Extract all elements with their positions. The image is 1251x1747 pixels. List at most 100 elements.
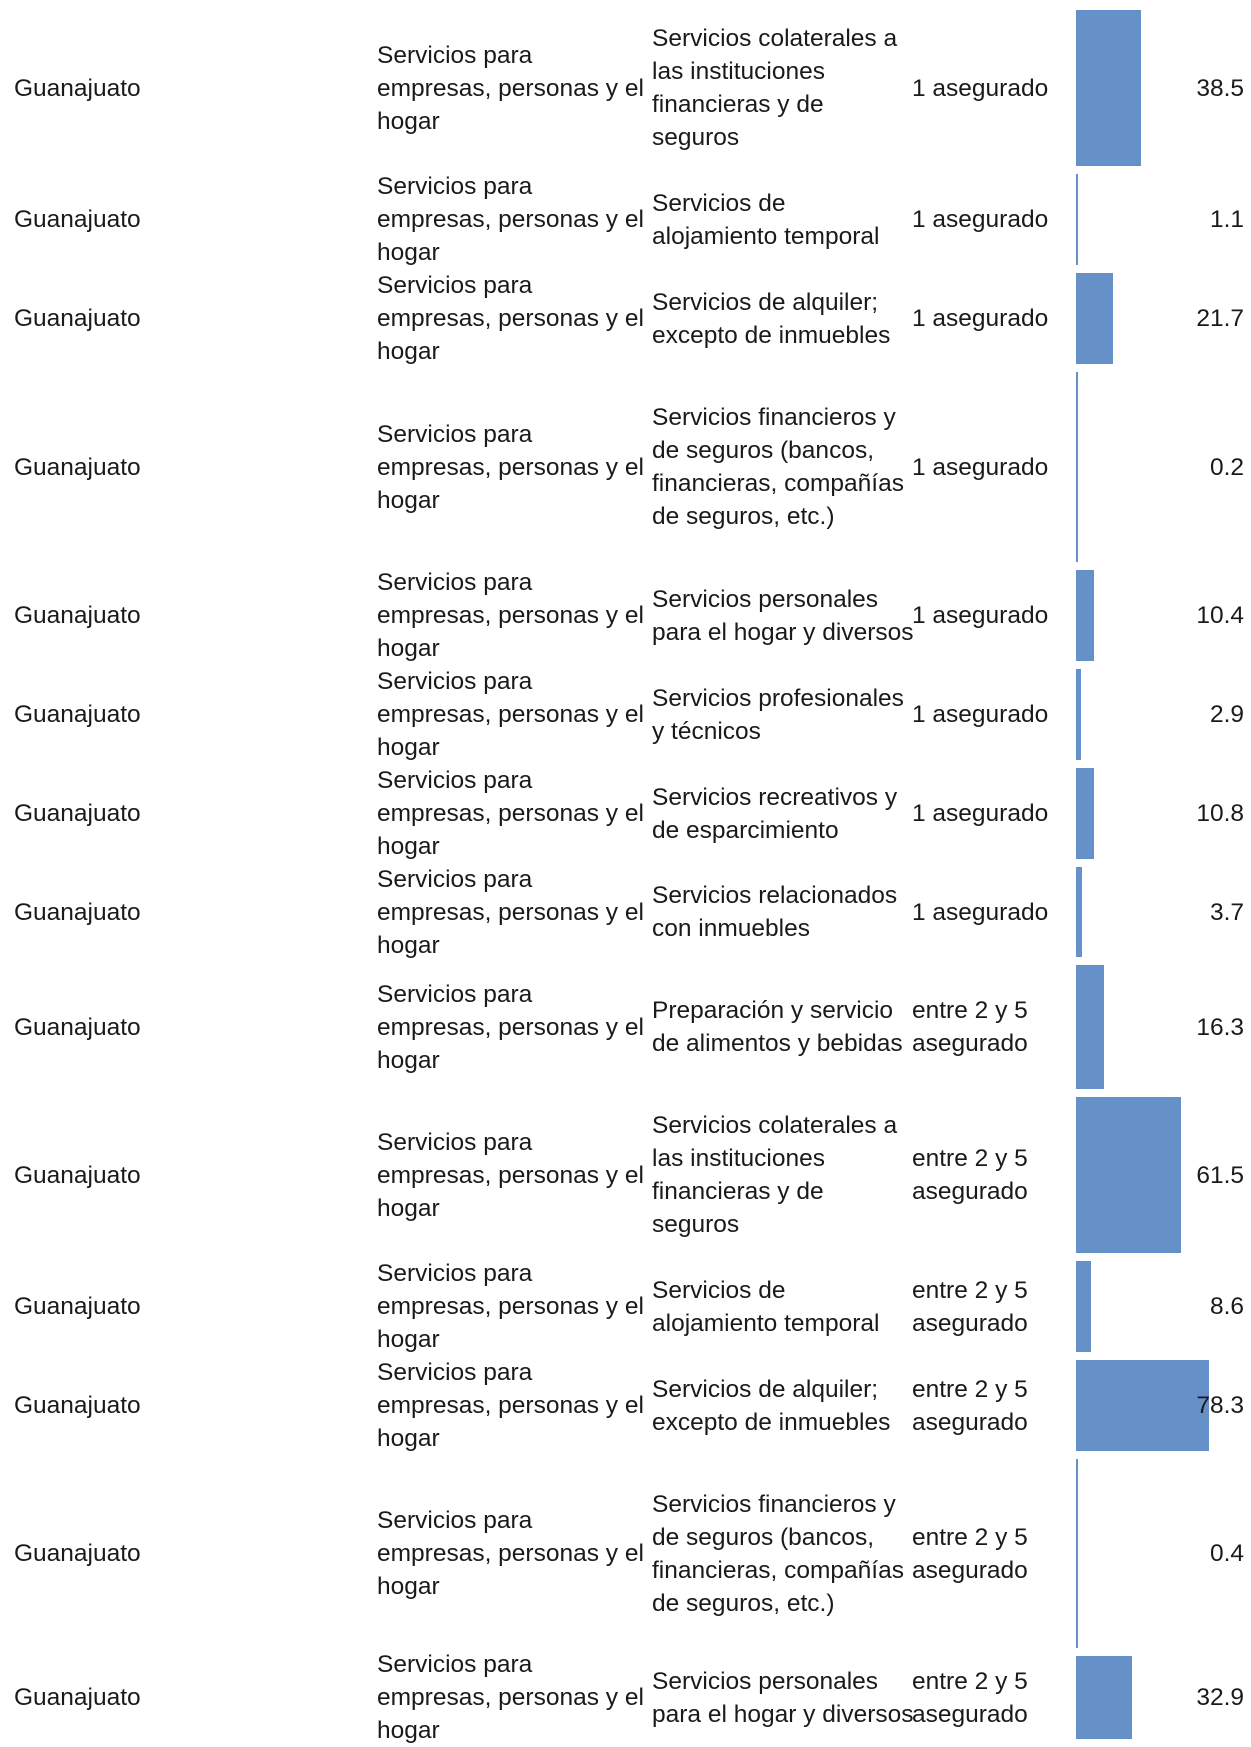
- subsector-cell: Preparación y servicio de alimentos y be…: [652, 997, 903, 1057]
- sector-cell: Servicios para empresas, personas y el h…: [377, 41, 644, 135]
- sector-cell: Servicios para empresas, personas y el h…: [377, 1128, 644, 1222]
- sector-cell: Servicios para empresas, personas y el h…: [377, 1651, 644, 1744]
- state-cell: Guanajuato: [14, 1684, 141, 1711]
- subsector-cell: Servicios financieros y de seguros (banc…: [652, 404, 904, 530]
- state-cell: Guanajuato: [14, 1293, 141, 1320]
- size-cell: 1 asegurado: [912, 701, 1049, 728]
- size-cell: entre 2 y 5 asegurado: [912, 1667, 1028, 1728]
- table-row: Guanajuato Servicios para empresas, perso…: [0, 764, 1251, 863]
- value-cell: 0.4: [1150, 1455, 1244, 1652]
- subsector-cell: Servicios relacionados con inmuebles: [652, 882, 898, 942]
- size-cell: 1 asegurado: [912, 74, 1049, 102]
- sector-cell: Servicios para empresas, personas y el h…: [377, 420, 644, 514]
- subsector-cell: Servicios de alquiler; excepto de inmueb…: [652, 1375, 891, 1436]
- sector-cell: Servicios para empresas, personas y el h…: [377, 569, 644, 662]
- sector-cell: Servicios para empresas, personas y el h…: [377, 767, 644, 860]
- size-cell: entre 2 y 5 asegurado: [912, 1375, 1028, 1436]
- table-row: Guanajuato Servicios para empresas, perso…: [0, 1093, 1251, 1257]
- state-cell: Guanajuato: [14, 1540, 141, 1567]
- subsector-cell: Servicios profesionales y técnicos: [652, 684, 904, 745]
- table-row: Guanajuato Servicios para empresas, perso…: [0, 1356, 1251, 1455]
- subsector-cell: Servicios colaterales a las institucione…: [652, 1112, 898, 1238]
- size-cell: 1 asegurado: [912, 453, 1049, 481]
- value-cell: 2.9: [1150, 665, 1244, 764]
- state-cell: Guanajuato: [14, 1013, 141, 1041]
- size-cell: entre 2 y 5 asegurado: [912, 997, 1028, 1057]
- value-bar: [1076, 1360, 1210, 1451]
- value-bar: [1076, 372, 1078, 562]
- size-cell: 1 asegurado: [912, 206, 1049, 233]
- sector-cell: Servicios para empresas, personas y el h…: [377, 272, 644, 365]
- table-row: Guanajuato Servicios para empresas, perso…: [0, 961, 1251, 1093]
- size-cell: entre 2 y 5 asegurado: [912, 1145, 1028, 1205]
- subsector-cell: Servicios personales para el hogar y div…: [652, 585, 914, 646]
- state-cell: Guanajuato: [14, 74, 141, 102]
- state-cell: Guanajuato: [14, 206, 141, 233]
- bar-cell: [1076, 269, 1251, 368]
- subsector-cell: Servicios recreativos y de esparcimiento: [652, 783, 898, 844]
- state-cell: Guanajuato: [14, 602, 141, 629]
- subsector-cell: Servicios personales para el hogar y div…: [652, 1667, 914, 1728]
- table-row: Guanajuato Servicios para empresas, perso…: [0, 665, 1251, 764]
- value-label: 16.3: [1196, 1013, 1244, 1041]
- table-row: Guanajuato Servicios para empresas, perso…: [0, 368, 1251, 566]
- value-cell: 61.5: [1150, 1093, 1244, 1257]
- value-label: 10.8: [1196, 800, 1244, 827]
- value-label: 2.9: [1209, 701, 1244, 728]
- value-label: 21.7: [1196, 305, 1244, 332]
- value-bar: [1076, 1097, 1181, 1253]
- value-bar: [1076, 1459, 1078, 1648]
- bar-cell: [1076, 961, 1251, 1093]
- table-row: Guanajuato Servicios para empresas, perso…: [0, 269, 1251, 368]
- value-bar: [1076, 768, 1095, 859]
- sector-cell: Servicios para empresas, personas y el h…: [377, 668, 644, 761]
- bar-cell: [1076, 368, 1251, 566]
- bar-cell: [1076, 665, 1251, 764]
- subsector-cell: Servicios colaterales a las institucione…: [652, 25, 898, 151]
- value-cell: 32.9: [1150, 1652, 1244, 1743]
- value-label: 3.7: [1209, 898, 1244, 926]
- bar-cell: [1076, 566, 1251, 665]
- value-cell: 16.3: [1150, 961, 1244, 1093]
- table-row: Guanajuato Servicios para empresas, perso…: [0, 6, 1251, 170]
- value-cell: 0.2: [1150, 368, 1244, 566]
- size-cell: 1 asegurado: [912, 898, 1049, 926]
- value-bar: [1076, 10, 1142, 166]
- table-row: Guanajuato Servicios para empresas, perso…: [0, 863, 1251, 961]
- bar-cell: [1076, 1652, 1251, 1743]
- state-cell: Guanajuato: [14, 305, 141, 332]
- table-row: Guanajuato Servicios para empresas, perso…: [0, 1455, 1251, 1652]
- value-label: 61.5: [1196, 1161, 1244, 1189]
- value-label: 0.2: [1209, 453, 1244, 481]
- size-cell: entre 2 y 5 asegurado: [912, 1523, 1028, 1584]
- value-label: 32.9: [1196, 1684, 1244, 1711]
- value-bar: [1076, 174, 1078, 265]
- value-label: 8.6: [1209, 1293, 1244, 1320]
- sector-cell: Servicios para empresas, personas y el h…: [377, 173, 644, 266]
- subsector-cell: Servicios de alojamiento temporal: [652, 189, 880, 250]
- size-cell: 1 asegurado: [912, 305, 1049, 332]
- state-cell: Guanajuato: [14, 898, 141, 926]
- value-cell: 10.4: [1150, 566, 1244, 665]
- sector-cell: Servicios para empresas, personas y el h…: [377, 1507, 644, 1600]
- value-label: 1.1: [1209, 206, 1244, 233]
- bar-cell: [1076, 170, 1251, 269]
- size-cell: entre 2 y 5 asegurado: [912, 1276, 1028, 1337]
- bar-cell: [1076, 1257, 1251, 1356]
- sector-cell: Servicios para empresas, personas y el h…: [377, 1260, 644, 1353]
- bar-cell: [1076, 863, 1251, 961]
- value-bar: [1076, 867, 1083, 957]
- sector-cell: Servicios para empresas, personas y el h…: [377, 980, 644, 1074]
- value-label: 10.4: [1196, 602, 1244, 629]
- value-cell: 3.7: [1150, 863, 1244, 961]
- value-bar: [1076, 669, 1081, 760]
- state-cell: Guanajuato: [14, 453, 141, 481]
- table-row: Guanajuato Servicios para empresas, perso…: [0, 170, 1251, 269]
- value-cell: 1.1: [1150, 170, 1244, 269]
- state-cell: Guanajuato: [14, 701, 141, 728]
- size-cell: 1 asegurado: [912, 800, 1049, 827]
- table-row: Guanajuato Servicios para empresas, perso…: [0, 1651, 1251, 1744]
- bar-cell: [1076, 764, 1251, 863]
- value-cell: 10.8: [1150, 764, 1244, 863]
- subsector-cell: Servicios de alojamiento temporal: [652, 1276, 880, 1337]
